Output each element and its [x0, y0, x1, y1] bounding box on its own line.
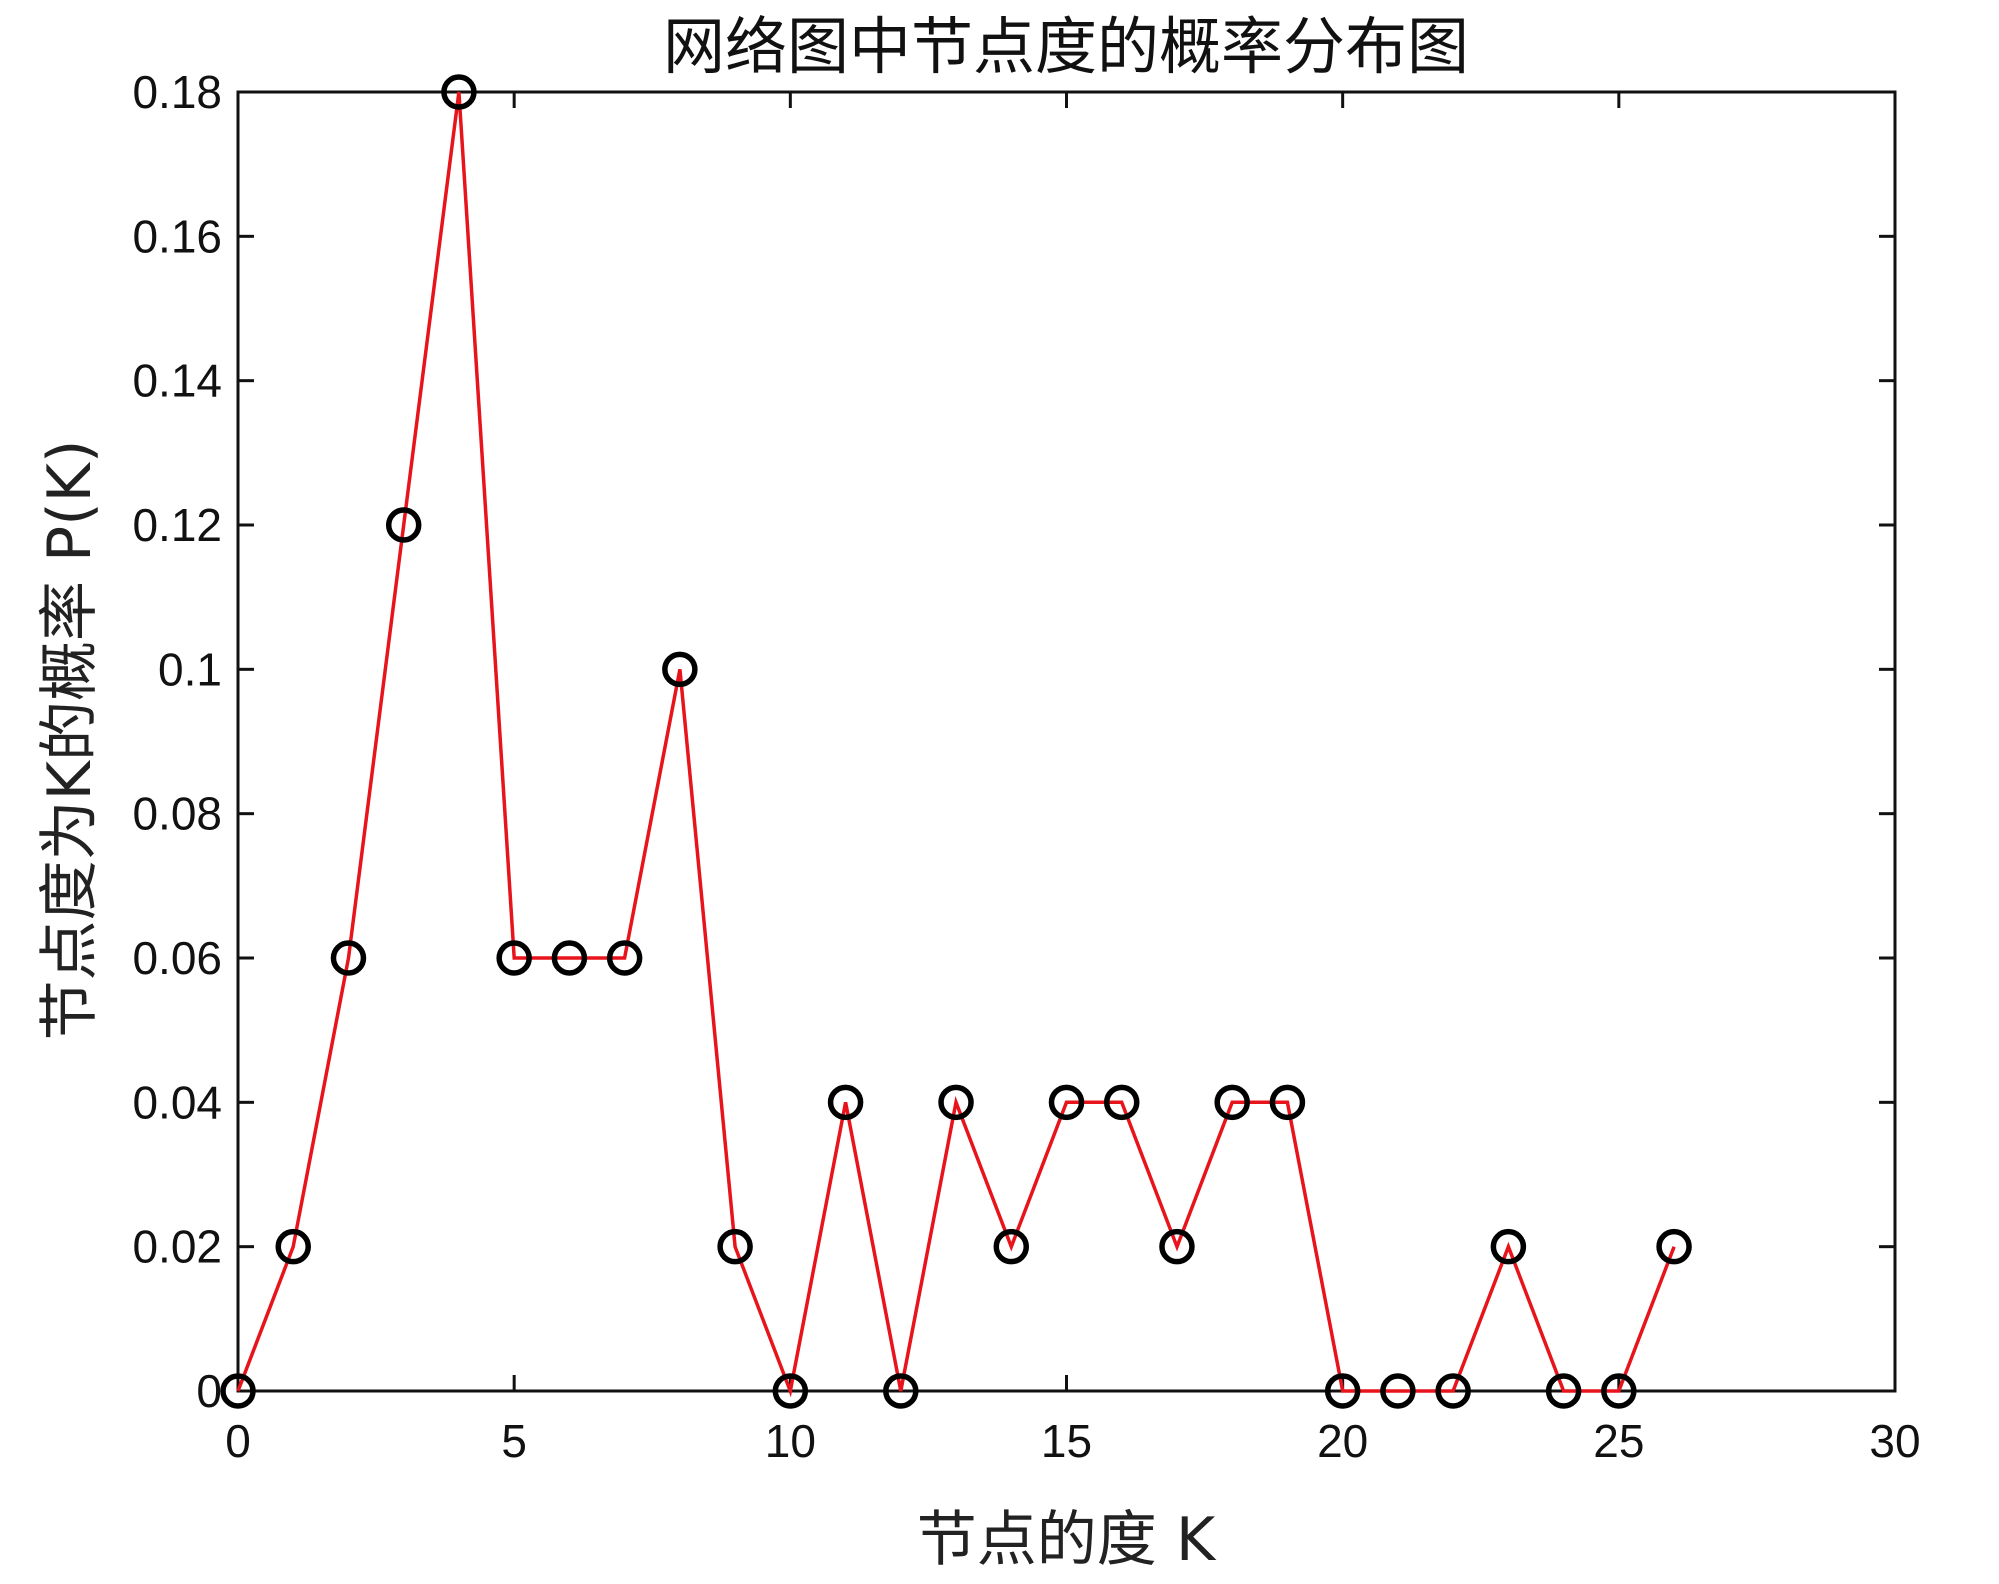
chart-title: 网络图中节点度的概率分布图: [663, 10, 1469, 83]
y-tick-label: 0.08: [132, 788, 222, 840]
y-axis-label: 节点度为K的概率 P(K): [35, 440, 105, 1041]
data-point-marker: [1435, 1373, 1471, 1409]
y-tick-label: 0.02: [132, 1221, 222, 1273]
x-tick-label: 10: [765, 1415, 816, 1467]
x-tick-label: 20: [1317, 1415, 1368, 1467]
axes-box: [236, 90, 1897, 1393]
plot-area: [238, 92, 1895, 1391]
y-tick-label: 0.04: [132, 1076, 222, 1128]
x-tick-label: 5: [501, 1415, 527, 1467]
data-point-marker: [717, 1228, 753, 1265]
x-tick-label: 15: [1041, 1415, 1092, 1467]
data-point-marker: [385, 507, 422, 543]
data-point-marker: [883, 1373, 919, 1409]
x-tick-labels: 0 5 10 15 20 25 30: [225, 1415, 1920, 1467]
data-point-marker: [551, 940, 588, 976]
data-point-marker: [1545, 1373, 1582, 1409]
series-line: [236, 91, 1676, 1398]
data-point-marker: [1656, 1228, 1692, 1265]
y-tick-label: 0.1: [158, 643, 222, 695]
data-point-marker: [1103, 1084, 1140, 1121]
y-tick-label: 0.12: [132, 499, 222, 551]
x-tick-label: 0: [225, 1415, 251, 1467]
data-point-marker: [827, 1084, 864, 1121]
y-tick-label: 0.06: [132, 932, 222, 984]
data-point-marker: [1269, 1084, 1306, 1121]
data-point-marker: [772, 1373, 809, 1409]
data-point-marker: [1490, 1228, 1527, 1265]
y-tick-label: 0: [196, 1365, 222, 1417]
data-point-marker: [496, 940, 532, 976]
data-point-marker: [1380, 1373, 1416, 1409]
data-point-marker: [1048, 1084, 1085, 1121]
data-point-marker: [275, 1228, 311, 1265]
data-point-marker: [1601, 1373, 1637, 1409]
data-point-marker: [1159, 1228, 1195, 1265]
y-tick-labels: 0 0.02 0.04 0.06 0.08 0.1 0.12 0.14 0.16 0.18: [132, 66, 222, 1417]
data-point-marker: [662, 651, 698, 688]
data-point-marker: [938, 1084, 974, 1121]
data-point-marker: [993, 1228, 1030, 1265]
x-tick-label: 25: [1593, 1415, 1644, 1467]
y-tick-label: 0.16: [132, 210, 222, 262]
series-group: [220, 74, 1692, 1409]
data-point-marker: [606, 940, 643, 976]
x-tick-label: 30: [1869, 1415, 1920, 1467]
x-axis-label: 节点的度 K: [917, 1505, 1217, 1575]
data-point-marker: [1324, 1373, 1361, 1409]
data-point-marker: [330, 940, 367, 976]
data-point-marker: [441, 74, 477, 110]
y-tick-label: 0.18: [132, 66, 222, 118]
data-point-marker: [220, 1373, 256, 1409]
y-tick-label: 0.14: [132, 355, 222, 407]
data-point-marker: [1214, 1084, 1250, 1121]
